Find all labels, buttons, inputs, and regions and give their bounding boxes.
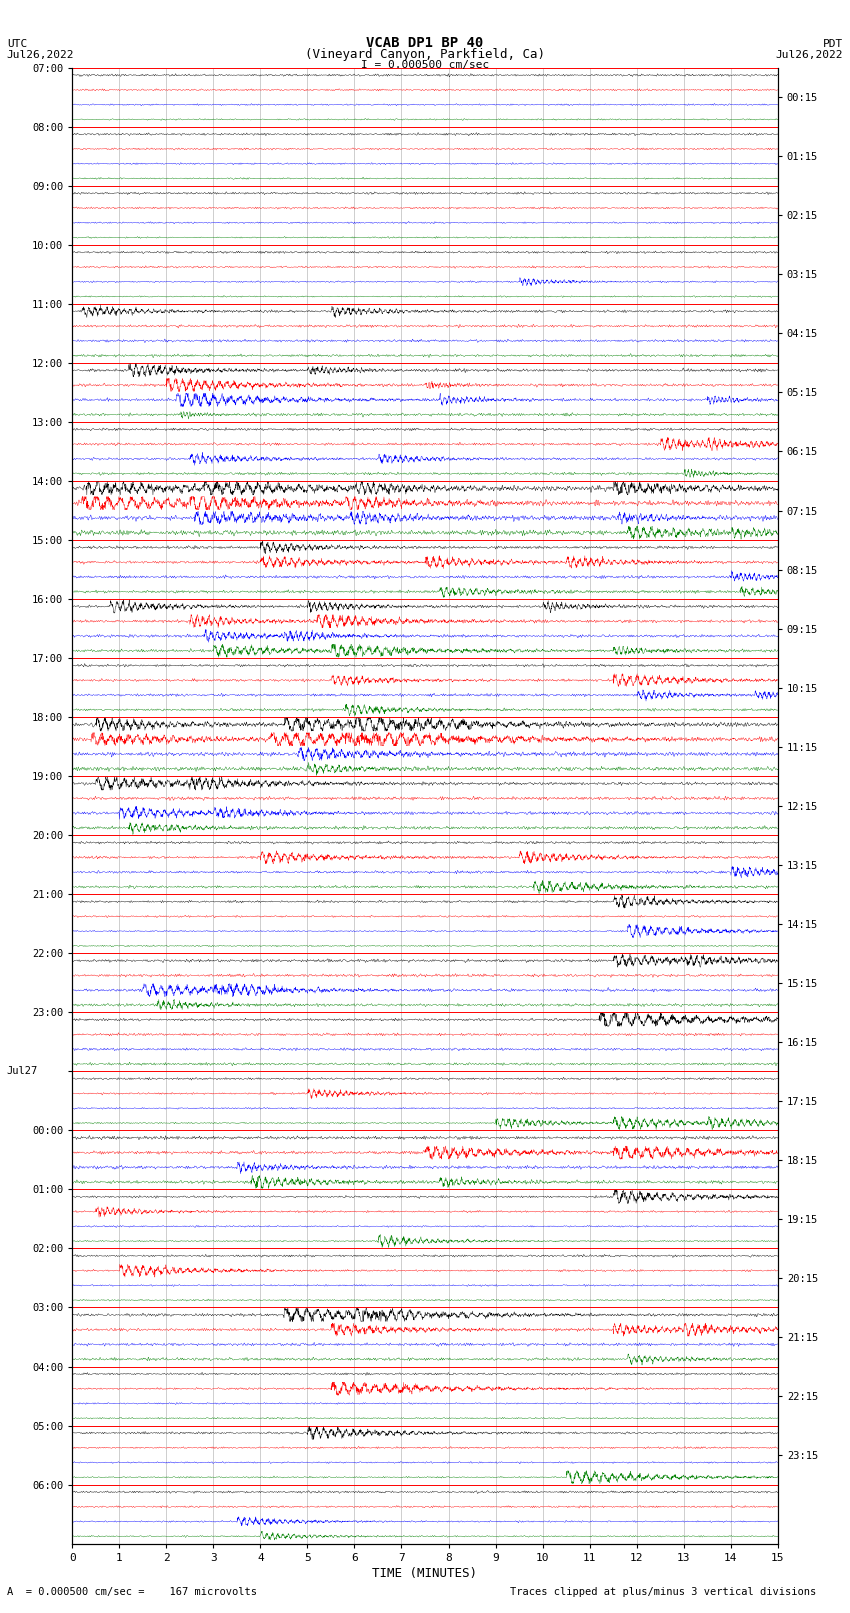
X-axis label: TIME (MINUTES): TIME (MINUTES) bbox=[372, 1566, 478, 1579]
Text: Jul27: Jul27 bbox=[7, 1066, 38, 1076]
Text: Traces clipped at plus/minus 3 vertical divisions: Traces clipped at plus/minus 3 vertical … bbox=[510, 1587, 816, 1597]
Text: Jul26,2022: Jul26,2022 bbox=[776, 50, 843, 60]
Text: Jul26,2022: Jul26,2022 bbox=[7, 50, 74, 60]
Text: UTC: UTC bbox=[7, 39, 27, 48]
Text: (Vineyard Canyon, Parkfield, Ca): (Vineyard Canyon, Parkfield, Ca) bbox=[305, 48, 545, 61]
Text: PDT: PDT bbox=[823, 39, 843, 48]
Text: A  = 0.000500 cm/sec =    167 microvolts: A = 0.000500 cm/sec = 167 microvolts bbox=[7, 1587, 257, 1597]
Text: I = 0.000500 cm/sec: I = 0.000500 cm/sec bbox=[361, 60, 489, 69]
Text: VCAB DP1 BP 40: VCAB DP1 BP 40 bbox=[366, 37, 484, 50]
